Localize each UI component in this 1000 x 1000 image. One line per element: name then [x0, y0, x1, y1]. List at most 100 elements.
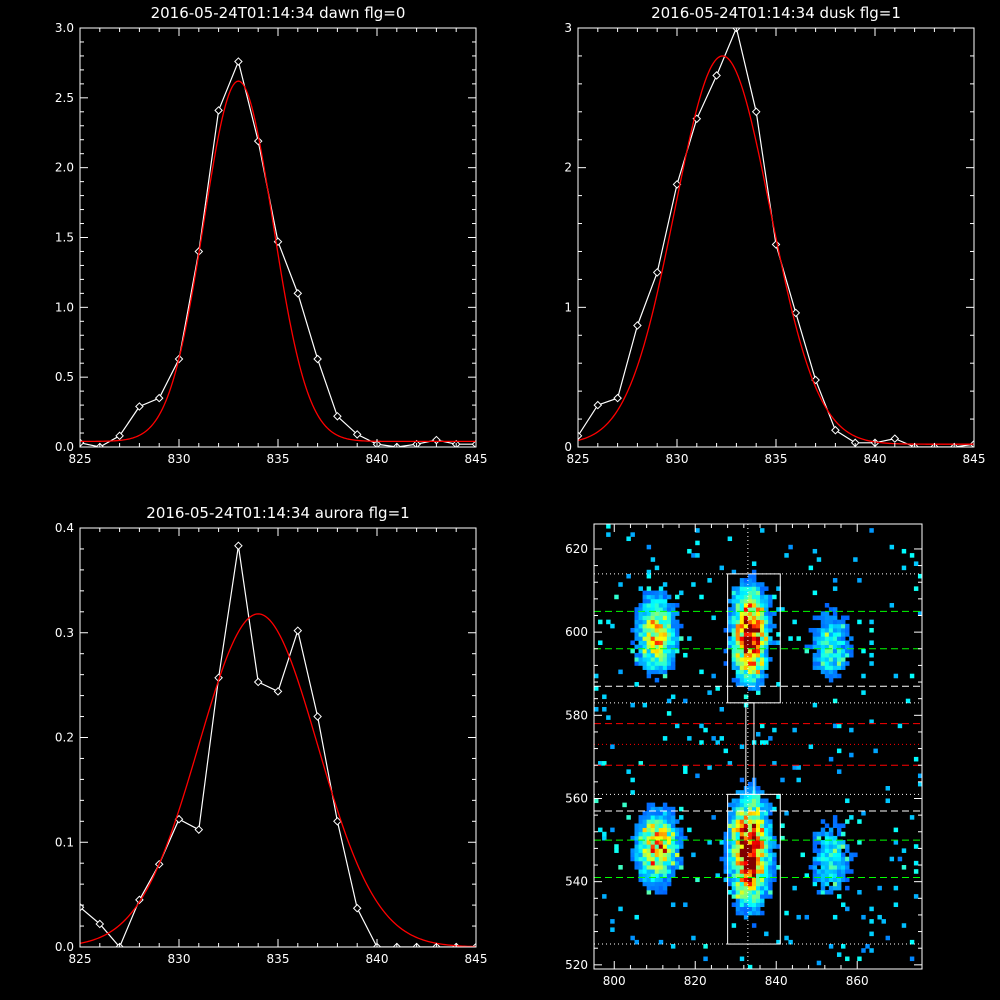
heatmap-cell	[747, 798, 753, 804]
heatmap-cell	[751, 619, 757, 625]
heatmap-cell	[845, 860, 850, 866]
heatmap-cell	[836, 873, 842, 878]
heatmap-cell	[816, 632, 822, 637]
heatmap-cell	[784, 910, 789, 916]
heatmap-cell	[743, 582, 749, 587]
heatmap-cell	[755, 902, 761, 908]
heatmap-cell	[845, 644, 850, 650]
heatmap-cell	[812, 860, 818, 866]
heatmap-cell	[646, 873, 652, 878]
heatmap-cell	[764, 806, 769, 812]
heatmap-cell	[662, 844, 668, 849]
heatmap-cell	[642, 640, 648, 646]
heatmap-cell	[638, 619, 643, 625]
heatmap-cell	[735, 902, 741, 908]
heatmap-cell	[666, 810, 672, 816]
heatmap-cell	[642, 823, 648, 828]
heatmap-cell	[751, 877, 757, 883]
heatmap-cell	[606, 715, 611, 720]
heatmap-cell	[828, 844, 834, 849]
heatmap-cell	[743, 856, 749, 862]
heatmap-cell	[739, 848, 745, 853]
heatmap-cell	[642, 815, 648, 820]
heatmap-cell	[820, 877, 826, 883]
heatmap-cell	[727, 636, 733, 641]
diamond-marker	[293, 289, 303, 298]
heatmap-cell	[598, 827, 603, 833]
heatmap-cell	[735, 869, 741, 874]
heatmap-cell	[634, 632, 639, 637]
heatmap-cell	[739, 956, 745, 962]
heatmap-cell	[674, 594, 680, 600]
heatmap-cell	[768, 636, 773, 641]
heatmap-cell	[832, 815, 838, 820]
heatmap-cell	[772, 873, 777, 878]
heatmap-cell	[824, 640, 830, 646]
heatmap-cell	[658, 607, 664, 612]
heatmap-cell	[662, 856, 668, 862]
heatmap-cell	[662, 869, 668, 874]
heatmap-cell	[768, 806, 773, 812]
heatmap-cell	[828, 944, 834, 949]
heatmap-cell	[841, 860, 846, 866]
heatmap-cell	[739, 677, 745, 683]
heatmap-cell	[760, 802, 765, 808]
heatmap-cell	[731, 806, 737, 812]
heatmap-cell	[755, 594, 761, 600]
heatmap-cell	[662, 831, 668, 837]
heatmap-cell	[699, 594, 704, 600]
heatmap-cell	[755, 619, 761, 625]
heatmap-cell	[917, 773, 922, 779]
heatmap-cell	[626, 536, 631, 542]
heatmap-cell	[683, 765, 688, 770]
heatmap-cell	[755, 835, 761, 841]
heatmap-cell	[828, 865, 834, 870]
x-tick-label: 825	[69, 452, 92, 466]
heatmap-cell	[901, 548, 907, 554]
heatmap-cell	[735, 623, 741, 629]
heatmap-cell	[735, 910, 741, 916]
heatmap-cell	[832, 607, 838, 612]
heatmap-cell	[594, 686, 599, 691]
y-tick-label: 600	[565, 625, 588, 639]
heatmap-cell	[674, 831, 680, 837]
heatmap-cell	[610, 623, 615, 629]
heatmap-cell	[666, 711, 672, 716]
heatmap-cell	[642, 632, 648, 637]
heatmap-cell	[650, 823, 656, 828]
heatmap-cell	[650, 848, 656, 853]
heatmap-cell	[739, 665, 745, 670]
heatmap-cell	[674, 636, 680, 641]
x-tick-label: 830	[168, 952, 191, 966]
heatmap-cell	[747, 790, 753, 795]
y-tick-label: 0.0	[55, 440, 74, 454]
heatmap-cell	[828, 756, 834, 762]
heatmap-cell	[824, 835, 830, 841]
heatmap-cell	[642, 619, 648, 625]
heatmap-cell	[723, 627, 729, 633]
heatmap-cell	[812, 644, 818, 650]
y-tick-label: 0.3	[55, 626, 74, 640]
heatmap-cell	[760, 881, 765, 887]
heatmap-cell	[755, 794, 761, 799]
heatmap-cell	[638, 815, 643, 820]
heatmap-cell	[691, 582, 696, 587]
heatmap-cell	[808, 865, 814, 870]
heatmap-cell	[824, 869, 830, 874]
heatmap-cell	[654, 619, 660, 625]
heatmap-cell	[747, 607, 753, 612]
x-tick-label: 835	[267, 952, 290, 966]
heatmap-cell	[836, 723, 842, 729]
heatmap-cell	[666, 648, 672, 654]
heatmap-cell	[889, 856, 895, 862]
heatmap-cell	[731, 623, 737, 629]
heatmap-cell	[820, 889, 826, 895]
heatmap-cell	[731, 889, 737, 895]
heatmap-cell	[764, 640, 769, 646]
heatmap-cell	[885, 786, 891, 791]
heatmap-cell	[602, 831, 607, 837]
heatmap-cell	[897, 856, 903, 862]
heatmap-cell	[662, 640, 668, 646]
heatmap-cell	[727, 611, 733, 616]
heatmap-cell	[743, 673, 749, 679]
